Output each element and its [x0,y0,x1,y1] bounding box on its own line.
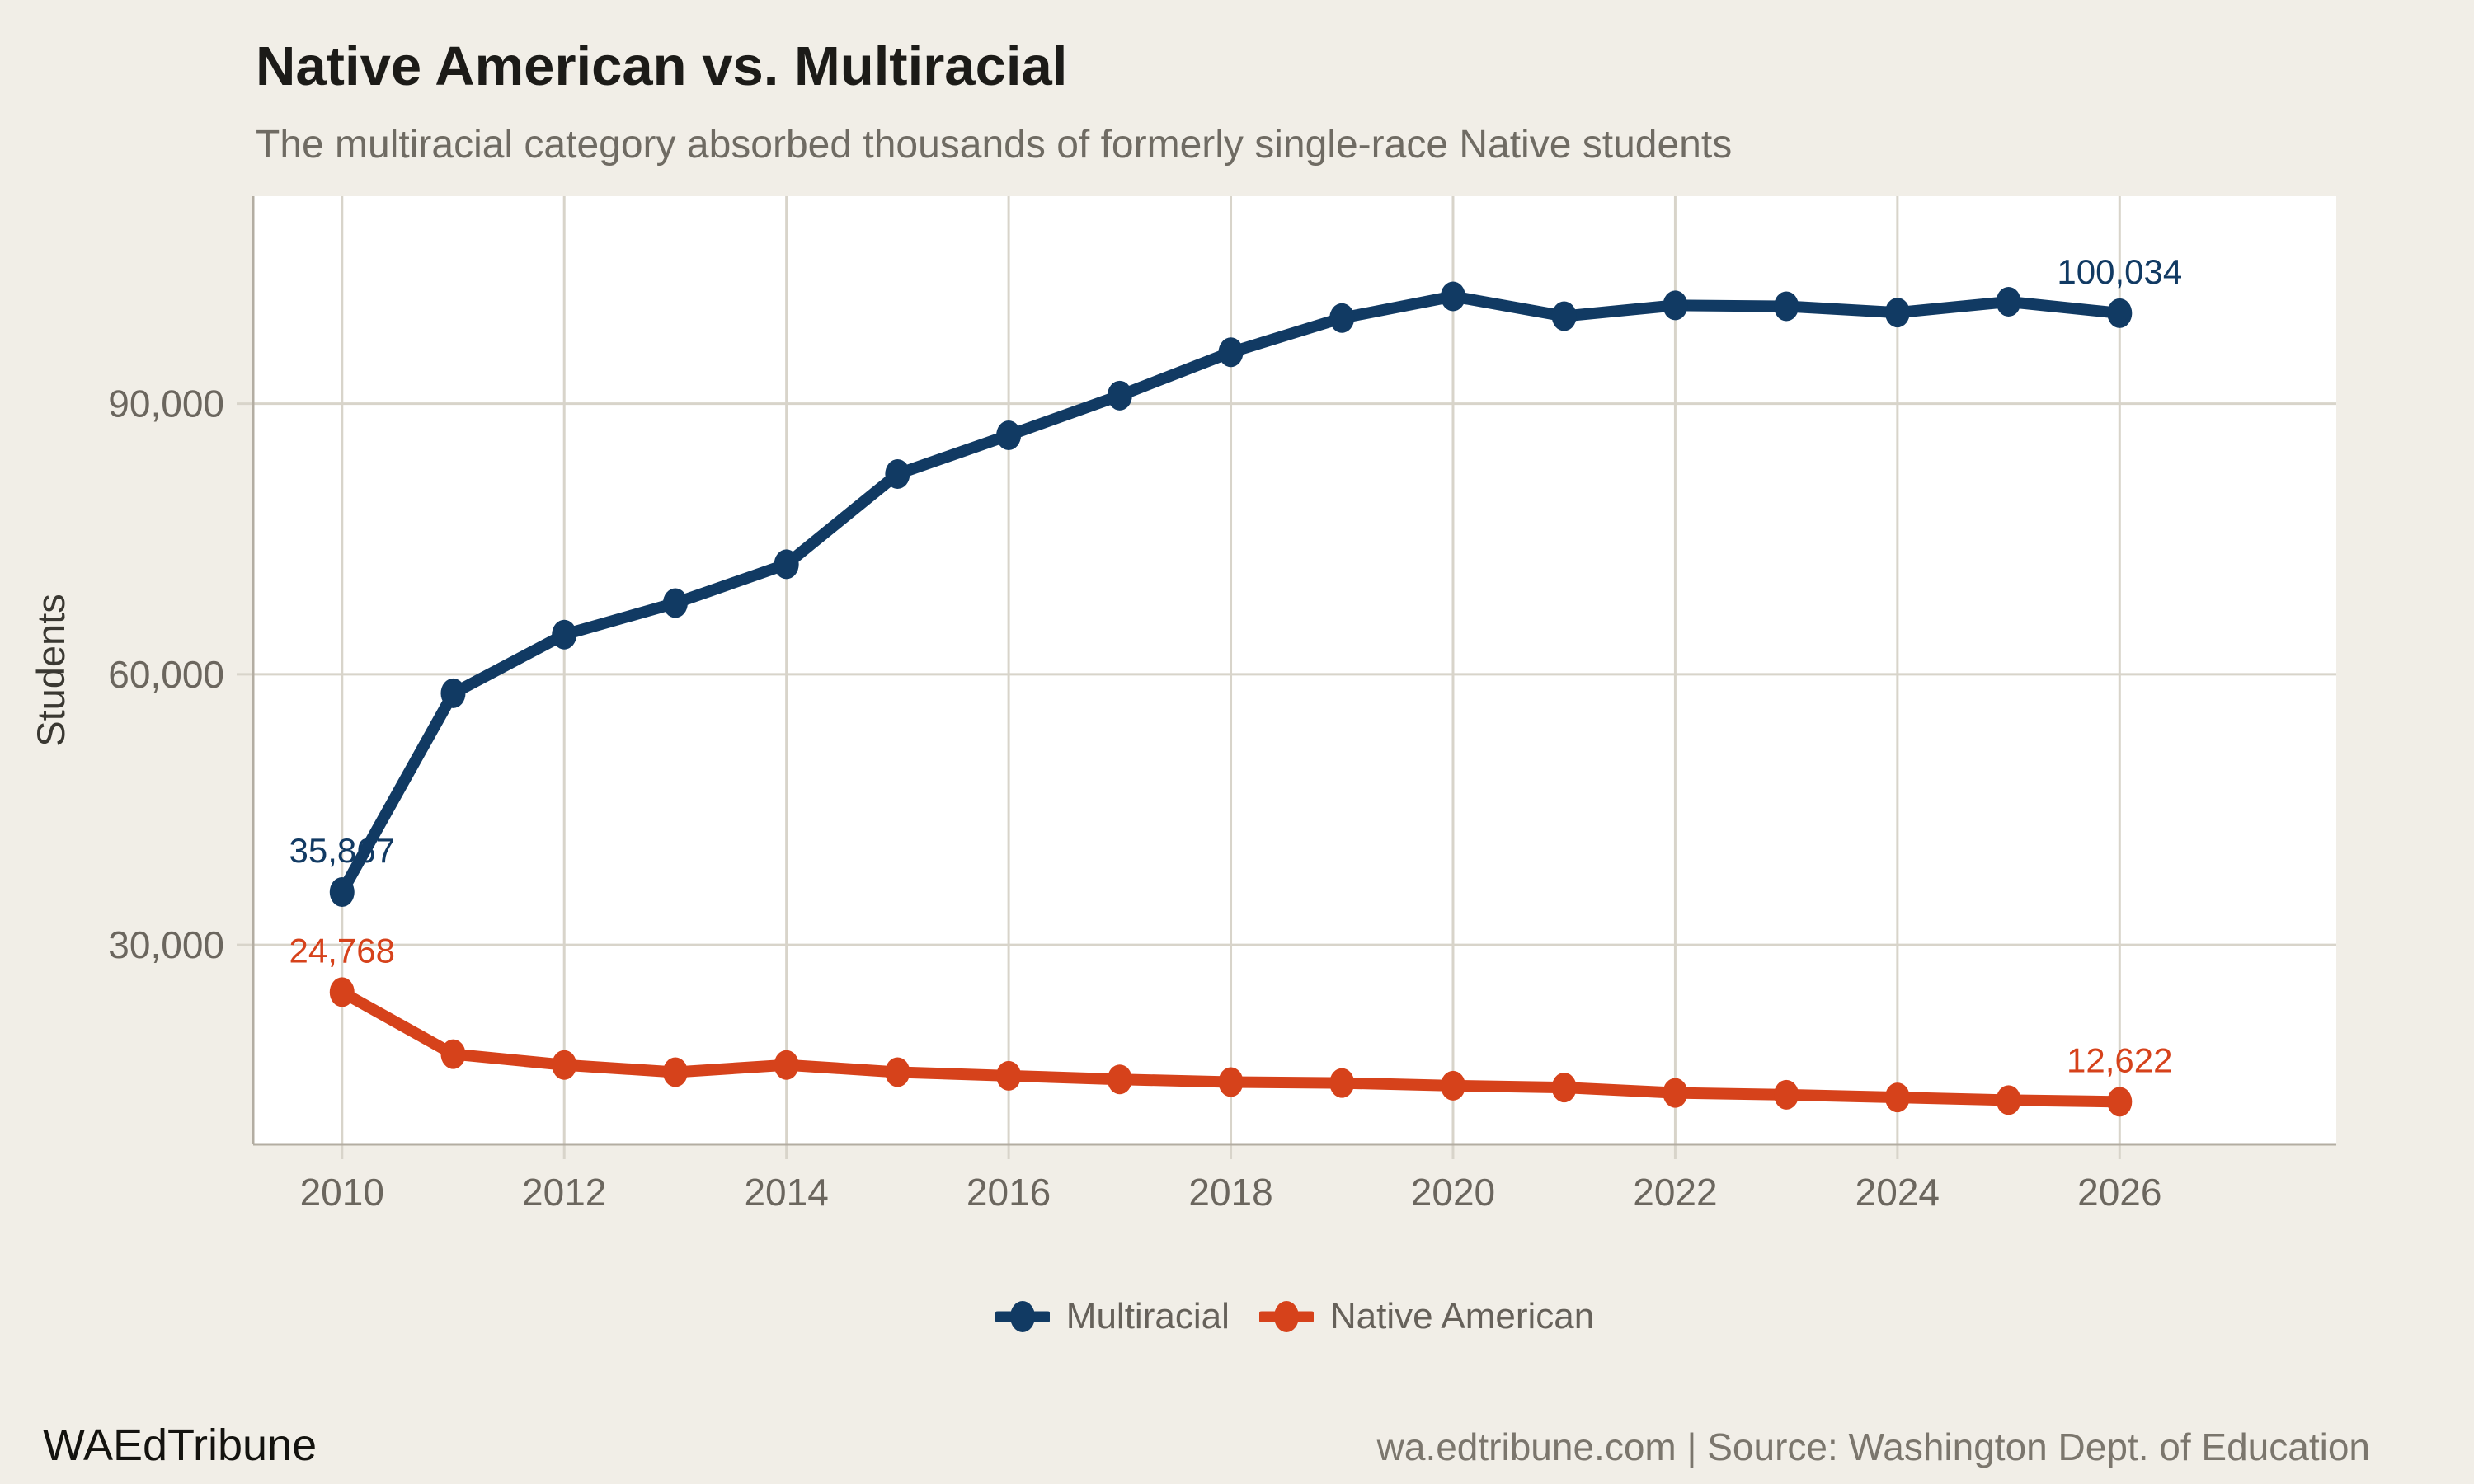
data-point-native-american-2022 [1663,1078,1688,1108]
data-point-multiracial-2018 [1218,337,1244,368]
source-attribution: wa.edtribune.com | Source: Washington De… [1376,1425,2370,1468]
data-point-multiracial-2025 [1996,287,2021,317]
data-point-multiracial-2021 [1551,301,1577,331]
data-point-native-american-2026 [2107,1087,2133,1117]
data-point-native-american-2017 [1107,1064,1132,1095]
point-labels-group: 35,867 100,034 24,768 12,622 [289,252,2183,1079]
data-point-native-american-2019 [1329,1068,1355,1098]
tick-labels-group: 2010 2012 2014 2016 2018 2020 2022 2024 2026 30,0… [108,383,2161,1214]
data-point-multiracial-2023 [1774,291,1799,322]
data-point-multiracial-2014 [774,549,799,580]
series-multiracial [329,281,2133,907]
series-native-american [329,977,2133,1117]
data-point-native-american-2016 [996,1060,1022,1091]
legend-label-multiracial: Multiracial [1065,1296,1230,1336]
point-value-label: 24,768 [289,931,395,970]
x-tick-label: 2022 [1633,1171,1717,1214]
point-value-label: 35,867 [289,831,395,870]
series-group [329,281,2133,1117]
data-point-multiracial-2010 [329,876,355,907]
data-point-native-american-2015 [885,1057,910,1087]
data-point-multiracial-2011 [440,678,466,708]
x-tick-label: 2018 [1188,1171,1272,1214]
data-point-multiracial-2020 [1440,281,1465,312]
data-point-native-american-2021 [1551,1073,1577,1103]
data-point-multiracial-2012 [552,619,577,650]
data-point-native-american-2012 [552,1050,577,1080]
data-point-native-american-2020 [1440,1070,1465,1101]
x-tick-label: 2010 [300,1171,384,1214]
data-point-multiracial-2013 [662,588,688,618]
point-value-label: 100,034 [2057,252,2182,291]
data-point-multiracial-2024 [1884,298,1910,328]
y-tick-label: 60,000 [108,653,224,696]
x-tick-label: 2024 [1856,1171,1940,1214]
x-tick-label: 2026 [2077,1171,2161,1214]
point-value-label: 12,622 [2067,1040,2172,1079]
data-point-multiracial-2026 [2107,298,2133,328]
plot-background-group [253,196,2336,1144]
data-point-multiracial-2022 [1663,290,1688,321]
data-point-native-american-2013 [662,1057,688,1087]
plot-background [253,196,2336,1144]
y-tick-label: 90,000 [108,383,224,425]
data-point-multiracial-2016 [996,420,1022,450]
data-point-multiracial-2015 [885,459,910,490]
data-point-native-american-2010 [329,977,355,1007]
legend-marker-multiracial-icon [995,1301,1050,1332]
axes-group [252,196,2336,1146]
data-point-native-american-2025 [1996,1085,2021,1115]
data-point-native-american-2018 [1218,1067,1244,1097]
x-tick-label: 2020 [1411,1171,1495,1214]
data-point-multiracial-2019 [1329,303,1355,333]
x-tick-label: 2012 [522,1171,606,1214]
legend-item-native-american: Native American [1258,1296,1595,1337]
x-tick-label: 2016 [967,1171,1051,1214]
y-axis-title: Students [29,594,73,747]
data-point-native-american-2011 [440,1039,466,1069]
chart-subtitle: The multiracial category absorbed thousa… [256,123,1733,167]
gridlines-group [237,196,2336,1159]
x-tick-label: 2014 [744,1171,828,1214]
publisher-brand: WAEdTribune [43,1421,317,1470]
data-point-native-american-2024 [1884,1082,1910,1113]
legend-item-multiracial: Multiracial [995,1296,1230,1337]
data-point-native-american-2023 [1774,1079,1799,1110]
legend-marker-native-american-icon [1258,1301,1314,1332]
legend-label-native-american: Native American [1329,1296,1595,1336]
chart-title: Native American vs. Multiracial [256,35,1068,97]
data-point-multiracial-2017 [1107,380,1132,411]
legend: Multiracial Native American [253,1296,2336,1337]
data-point-native-american-2014 [774,1050,799,1080]
y-tick-label: 30,000 [108,923,224,966]
